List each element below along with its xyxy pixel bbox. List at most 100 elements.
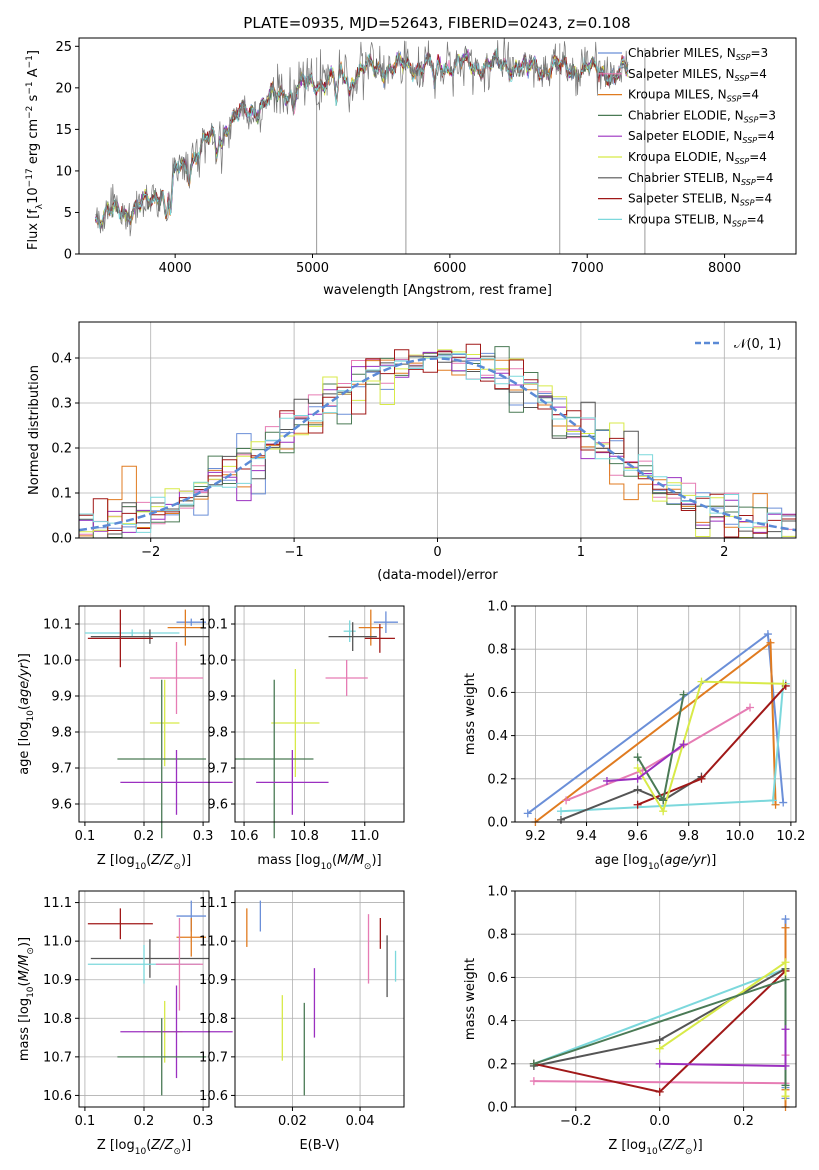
mass_weight_vs_age-marker-kroupa_elodie: [779, 679, 788, 688]
mass_weight_vs_age-marker-salpeter_elodie: [602, 776, 611, 785]
residuals-chabrier_stelib-hist: [79, 355, 796, 538]
age_vs_mass-ytick-label: 9.8: [207, 726, 228, 741]
mass_weight_vs_Z-lines: [529, 915, 790, 1111]
age_vs_mass-point-kroupa_stelib: [343, 620, 356, 642]
mass_weight_vs_Z-marker-kroupa_miles: [781, 923, 790, 932]
mass_weight_vs_age-marker-chabrier_stelib: [633, 785, 642, 794]
age_vs_mass-point-salpeter_miles: [325, 660, 368, 696]
mass_weight_vs_Z-marker-salpeter_elodie: [781, 1061, 790, 1070]
mass_weight_vs_age-marker-salpeter_elodie: [633, 774, 642, 783]
mass_weight_vs_age-marker-kroupa_elodie: [659, 807, 668, 816]
age_vs_mass-point-salpeter_stelib: [364, 624, 395, 653]
age_vs_mass-points: [235, 609, 398, 839]
residuals-hists: [79, 343, 796, 538]
spectrum-xtick-label: 7000: [571, 261, 604, 276]
age_vs_Z-ytick-label: 10.1: [43, 618, 72, 633]
mass_weight_vs_Z-xtick-label: 0.2: [733, 1114, 754, 1129]
age_vs_mass-point-chabrier_elodie: [235, 679, 314, 839]
residuals-ytick-label: 0.3: [51, 397, 72, 412]
mass_weight_vs_age-axes: 9.2 9.4 9.6 9.8 10.0 10.2 0.0 0.2 0.4 0.6 0.8 1.0 ag…: [463, 600, 805, 873]
mass_vs_Z-xtick-label: 0.1: [75, 1114, 96, 1129]
age_vs_mass-axes: 10.6 10.8 11.0 9.6 9.7 9.8 9.9 10.0 10.1 mass [lo…: [199, 606, 404, 872]
residuals-xtick-label: −2: [141, 545, 160, 560]
mass_weight_vs_age-line-chabrier_elodie: [636, 694, 685, 804]
mass_weight_vs_age-marker-kroupa_stelib: [556, 807, 565, 816]
age_vs_mass-ytick-label: 10.1: [199, 618, 228, 633]
mass_vs_Z-point-chabrier_elodie: [117, 1018, 207, 1096]
mass_weight_vs_Z-marker-salpeter_stelib: [655, 1087, 664, 1096]
spectrum-ytick-label: 25: [55, 40, 72, 55]
mass_vs_EBV-grid: [235, 891, 404, 1107]
legend-label-kroupa_stelib: Kroupa STELIB, NSSP=4: [628, 212, 764, 228]
mass_weight_vs_Z-axes: −0.2 0.0 0.2 0.0 0.2 0.4 0.6 0.8 1.0 Z [log10(Z/Z…: [463, 885, 796, 1157]
age_vs_Z-point-salpeter_elodie: [120, 750, 233, 815]
mass_weight_vs_age-marker-chabrier_miles: [779, 798, 788, 807]
residuals-ytick-label: 0.4: [51, 352, 72, 367]
mass_weight_vs_age-marker-chabrier_miles: [763, 630, 772, 639]
mass_weight_vs_age-marker-chabrier_elodie: [659, 796, 668, 805]
mass_vs_Z-ytick-label: 10.6: [43, 1089, 72, 1104]
mass_vs_Z-xtick-label: 0.2: [134, 1114, 155, 1129]
mass_vs_EBV-axes: 0.02 0.04 10.6 10.7 10.8 10.9 11.0 11.1 E(B-V): [199, 891, 404, 1153]
mass_vs_EBV-xlabel: E(B-V): [299, 1138, 339, 1153]
mass_vs_Z-ylabel: mass [log10(M/M⊙)]: [17, 937, 36, 1061]
mass_weight_vs_age-xtick-label: 10.0: [725, 829, 754, 844]
spectrum-xtick-label: 4000: [159, 261, 192, 276]
legend-label-salpeter_elodie: Salpeter ELODIE, NSSP=4: [628, 129, 775, 145]
mass_weight_vs_age-marker-salpeter_miles: [562, 796, 571, 805]
residuals-xtick-label: −1: [285, 545, 304, 560]
age_vs_Z-point-salpeter_miles: [149, 642, 204, 714]
mass_weight_vs_Z-ylabel: mass weight: [463, 958, 478, 1040]
legend-label-kroupa_elodie: Kroupa ELODIE, NSSP=4: [628, 150, 767, 166]
age_vs_Z-ylabel: age [log10(age/yr)]: [17, 653, 36, 775]
mass_vs_Z-ytick-label: 10.9: [43, 973, 72, 988]
age_vs_Z-point-chabrier_elodie: [117, 679, 207, 839]
spectrum-ytick-label: 5: [64, 206, 72, 221]
mass_weight_vs_Z-frame: [514, 890, 797, 1108]
mass_vs_EBV-ytick-label: 10.7: [199, 1050, 228, 1065]
mass_weight_vs_age-marker-kroupa_miles: [771, 800, 780, 809]
age_vs_mass-xtick-label: 10.6: [230, 829, 259, 844]
age_vs_mass-point-chabrier_miles: [373, 611, 398, 633]
residuals-axes: −2 −1 0 1 2 0.0 0.1 0.2 0.3 0.4 𝒩(0, 1) (data-model…: [27, 322, 796, 583]
mass_weight_vs_age-xtick-label: 9.6: [627, 829, 648, 844]
spectrum-xlabel: wavelength [Angstrom, rest frame]: [323, 283, 552, 298]
age_vs_mass-point-chabrier_stelib: [328, 622, 377, 651]
mass_vs_EBV-ytick-label: 10.6: [199, 1089, 228, 1104]
mass_weight_vs_age-marker-salpeter_miles: [746, 703, 755, 712]
mass_weight_vs_age-marker-kroupa_stelib: [769, 796, 778, 805]
legend-label-chabrier_miles: Chabrier MILES, NSSP=3: [628, 46, 768, 62]
mass_weight_vs_Z-xtick-label: −0.2: [560, 1114, 592, 1129]
legend-label-kroupa_miles: Kroupa MILES, NSSP=4: [628, 88, 759, 104]
mass_weight_vs_age-xtick-label: 9.8: [678, 829, 699, 844]
age_vs_Z-ytick-label: 9.9: [51, 690, 72, 705]
mass_weight_vs_age-ytick-label: 1.0: [487, 600, 508, 615]
spectrum-xtick-label: 8000: [708, 261, 741, 276]
spectrum-axes: 4000 5000 6000 7000 8000 0 5 10 15 20 25 Chabrier M…: [25, 38, 776, 298]
mass_vs_EBV-ytick-label: 10.8: [199, 1012, 228, 1027]
age_vs_Z-ytick-label: 10.0: [43, 654, 72, 669]
mass_vs_Z-frame: [78, 890, 210, 1108]
mass_weight_vs_age-marker-salpeter_stelib: [697, 774, 706, 783]
age_vs_Z-point-kroupa_elodie: [149, 679, 180, 767]
normal-legend-label: 𝒩(0, 1): [734, 337, 781, 352]
mass_weight_vs_age-grid: [515, 605, 796, 823]
mass_vs_Z-point-kroupa_miles: [176, 918, 207, 957]
mass_weight_vs_Z-xtick-label: 0.0: [649, 1114, 670, 1129]
age_vs_Z-ytick-label: 9.8: [51, 726, 72, 741]
mass_weight_vs_Z-marker-chabrier_elodie: [781, 1081, 790, 1090]
mass_vs_Z-xlabel: Z [log10(Z/Z⊙)]: [97, 1138, 191, 1157]
mass_weight_vs_Z-ytick-label: 0.0: [487, 1101, 508, 1116]
spectrum-ytick-label: 20: [55, 81, 72, 96]
mass_vs_Z-ytick-label: 10.8: [43, 1012, 72, 1027]
mass_weight_vs_age-line-salpeter_miles: [565, 706, 751, 802]
mass_weight_vs_Z-marker-chabrier_elodie: [529, 1059, 538, 1068]
age_vs_mass-xtick-label: 10.8: [290, 829, 319, 844]
residuals-ytick-label: 0.2: [51, 442, 72, 457]
mass_weight_vs_Z-marker-salpeter_elodie: [781, 1025, 790, 1034]
mass_weight_vs_age-ytick-label: 0.2: [487, 772, 508, 787]
legend-label-chabrier_stelib: Chabrier STELIB, NSSP=4: [628, 171, 773, 187]
mass_vs_EBV-xtick-label: 0.04: [346, 1114, 375, 1129]
mass_weight_vs_age-marker-chabrier_elodie: [633, 753, 642, 762]
age_vs_mass-ytick-label: 10.0: [199, 654, 228, 669]
